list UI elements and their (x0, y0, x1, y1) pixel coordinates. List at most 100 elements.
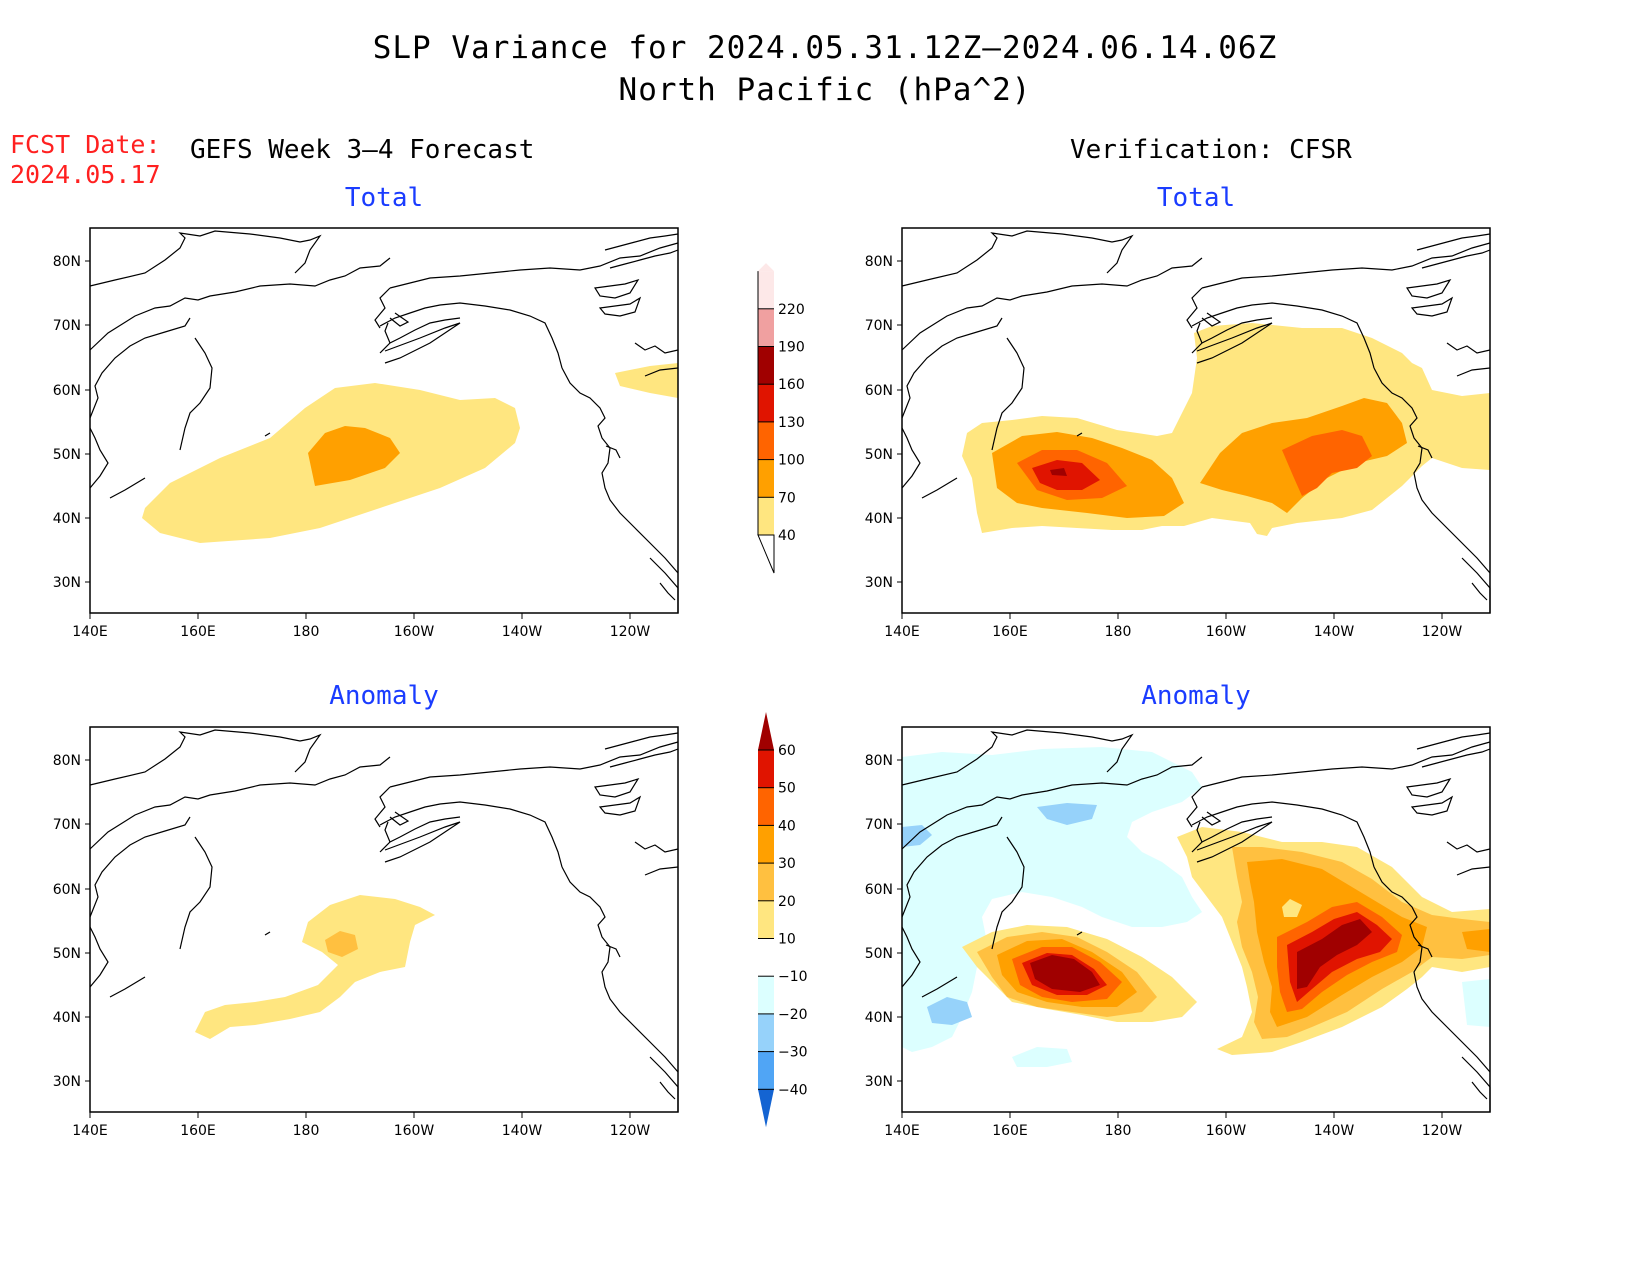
lon-tick-label: 140W (502, 624, 543, 640)
colorbar-anomaly-label: −30 (778, 1045, 808, 1061)
lon-tick-label: 120W (1422, 624, 1463, 640)
colorbar-anomaly-bin (758, 938, 774, 977)
colorbar-anomaly-label: 30 (778, 856, 796, 872)
lat-tick-label: 50N (865, 447, 893, 463)
colorbar-total-label: 100 (778, 453, 805, 469)
lat-tick-label: 70N (865, 817, 893, 833)
lat-tick-label: 60N (865, 882, 893, 898)
lon-tick-label: 180 (293, 624, 320, 640)
colorbar-anomaly-label: 60 (778, 743, 796, 759)
colorbar-total-upper-arrow (758, 263, 774, 272)
anomaly-10-20-hole (1282, 899, 1302, 917)
lat-tick-label: 80N (865, 753, 893, 769)
lon-tick-label: 140W (502, 1123, 543, 1139)
main-title: SLP Variance for 2024.05.31.12Z–2024.06.… (372, 30, 1278, 66)
colorbar-anomaly-lower-arrow (758, 1089, 774, 1128)
lon-tick-label: 160E (180, 624, 216, 640)
lat-tick-label: 50N (865, 946, 893, 962)
lat-tick-label: 30N (53, 1074, 81, 1090)
panel-title-verif-total: Total (1156, 183, 1236, 213)
lat-tick-label: 80N (53, 753, 81, 769)
map-panel-fcst-anom (89, 726, 679, 1113)
main-subtitle: North Pacific (hPa^2) (618, 72, 1032, 108)
lon-tick-label: 160E (992, 1123, 1028, 1139)
colorbar-total-label: 130 (778, 415, 805, 431)
lat-tick-label: 80N (53, 254, 81, 270)
lon-tick-label: 160W (394, 1123, 435, 1139)
colorbar-anomaly-label: 20 (778, 894, 796, 910)
lon-tick-label: 140W (1314, 624, 1355, 640)
anomaly-neg10-neg20 (902, 747, 1202, 1052)
colorbar-anomaly-label: 40 (778, 818, 796, 834)
map-panel-verif-anom (901, 726, 1491, 1113)
anomaly-above-60-east (1297, 919, 1372, 989)
contour-160-190 (1050, 468, 1067, 476)
colorbar-anomaly-label: 10 (778, 932, 796, 948)
colorbar-total-label: 70 (778, 490, 796, 506)
lat-tick-label: 30N (53, 575, 81, 591)
anomaly-neg10-neg20-b (1012, 1047, 1072, 1067)
map-panel-fcst-total (89, 227, 679, 614)
anomaly-neg10-neg20-c (1462, 979, 1490, 1027)
panel-title-verif-anom: Anomaly (1141, 681, 1251, 711)
colorbar-anomaly-bin (758, 900, 774, 939)
colorbar-total-label: 190 (778, 340, 805, 356)
anomaly-neg20-neg30-c (927, 997, 972, 1025)
lat-tick-label: 30N (865, 1074, 893, 1090)
colorbar-total-bin (758, 346, 774, 385)
lat-tick-label: 50N (53, 946, 81, 962)
lon-tick-label: 120W (610, 1123, 651, 1139)
map-panel-verif-total (901, 227, 1491, 614)
lat-tick-label: 70N (865, 318, 893, 334)
lon-tick-label: 180 (1105, 1123, 1132, 1139)
lon-tick-label: 160W (1206, 1123, 1247, 1139)
fcst-date-label: FCST Date: (10, 130, 161, 159)
colorbar-total-label: 40 (778, 528, 796, 544)
colorbar-anomaly-label: 50 (778, 781, 796, 797)
lon-tick-label: 160E (992, 624, 1028, 640)
lon-tick-label: 140E (72, 1123, 108, 1139)
lat-tick-label: 40N (865, 511, 893, 527)
lat-tick-label: 40N (53, 511, 81, 527)
fcst-date-value: 2024.05.17 (10, 160, 161, 189)
anomaly-above-60 (1030, 955, 1100, 992)
colorbar-total-bin (758, 308, 774, 347)
colorbar-anomaly-bin (758, 750, 774, 788)
colorbar-anomaly-bin (758, 863, 774, 901)
colorbar-total-bin (758, 459, 774, 498)
lat-tick-label: 50N (53, 447, 81, 463)
lon-tick-label: 160W (394, 624, 435, 640)
right-column-title: Verification: CFSR (1070, 135, 1352, 165)
colorbar-total-label: 160 (778, 377, 805, 393)
lat-tick-label: 80N (865, 254, 893, 270)
lon-tick-label: 120W (1422, 1123, 1463, 1139)
lat-tick-label: 70N (53, 318, 81, 334)
colorbar-anomaly-bin (758, 976, 774, 1014)
colorbar-anomaly-bin (758, 787, 774, 826)
lon-tick-label: 180 (293, 1123, 320, 1139)
contour-100-130-east (1282, 430, 1372, 496)
colorbar-total-bin (758, 421, 774, 460)
lat-tick-label: 40N (865, 1010, 893, 1026)
panel-title-fcst-anom: Anomaly (329, 681, 439, 711)
colorbar-anomaly: 60 50 40 30 20 10 −10 −20 −30 −40 (758, 712, 808, 1128)
lon-tick-label: 180 (1105, 624, 1132, 640)
colorbar-total-bin (758, 271, 774, 309)
lat-tick-label: 70N (53, 817, 81, 833)
colorbar-total-lower-arrow (757, 534, 775, 574)
anomaly-30-40-far (1462, 929, 1490, 952)
colorbar-anomaly-label: −10 (778, 969, 808, 985)
lon-tick-label: 140E (72, 624, 108, 640)
left-column-title: GEFS Week 3–4 Forecast (190, 135, 535, 165)
anomaly-20-30 (325, 931, 358, 957)
contour-70-100 (308, 426, 400, 486)
axes-layer: 80N 70N 60N 50N 40N 30N 140E 160E 180 160W 140W 120… (53, 254, 1463, 1139)
colorbar-total-label: 220 (778, 302, 805, 318)
lon-tick-label: 140W (1314, 1123, 1355, 1139)
colorbar-anomaly-bin (758, 825, 774, 864)
colorbar-total-bin (758, 384, 774, 422)
contour-40-70-east (615, 363, 678, 398)
lat-tick-label: 40N (53, 1010, 81, 1026)
lon-tick-label: 140E (884, 1123, 920, 1139)
